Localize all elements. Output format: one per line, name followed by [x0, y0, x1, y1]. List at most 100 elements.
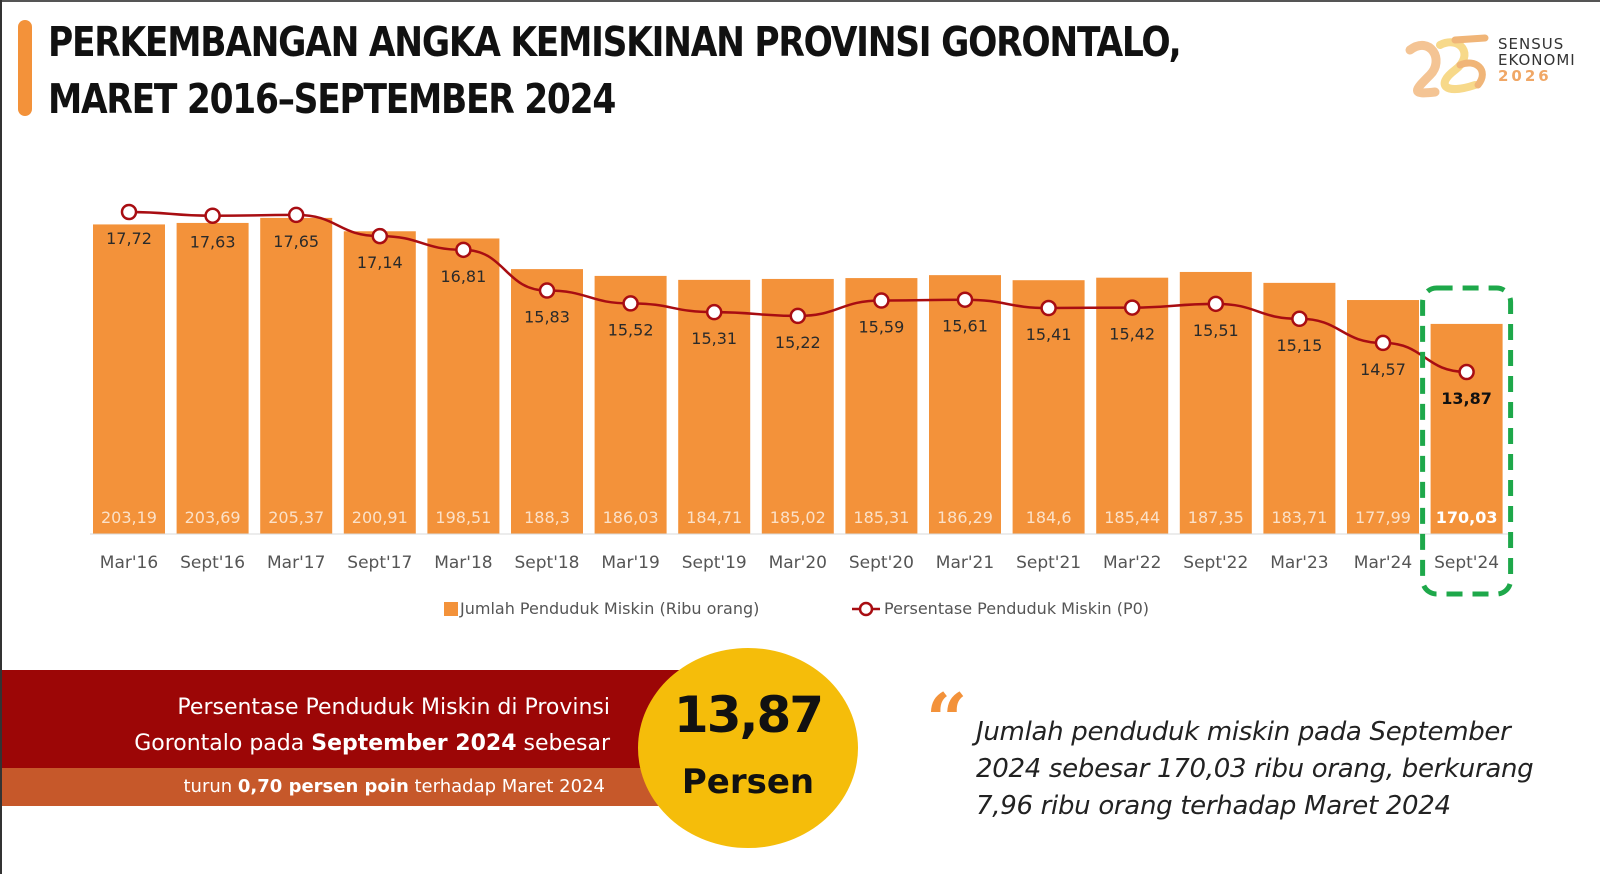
- bar-value-label: 184,71: [686, 508, 742, 527]
- line-marker: [455, 241, 472, 259]
- line-marker: [538, 282, 556, 299]
- line-value-label: 15,41: [1026, 325, 1072, 344]
- bar-11: [1012, 280, 1085, 534]
- x-tick-label: Mar'21: [936, 553, 994, 573]
- x-tick-label: Mar'17: [267, 553, 325, 573]
- bar-2: [260, 217, 333, 534]
- line-value-label: 15,61: [942, 317, 988, 336]
- page-title: PERKEMBANGAN ANGKA KEMISKINAN PROVINSI G…: [48, 14, 1182, 128]
- logo-line-1: SENSUS: [1498, 35, 1565, 53]
- x-tick-label: Sept'16: [180, 553, 245, 573]
- x-tick-label: Sept'20: [849, 553, 914, 573]
- frame-left-border: [0, 0, 2, 874]
- logo-text: SENSUS EKONOMI 2026: [1498, 36, 1576, 84]
- highlight-box: [1420, 285, 1514, 597]
- bar-value-label: 170,03: [1436, 508, 1498, 527]
- summary-line-2-bold: September 2024: [311, 731, 517, 756]
- bar-6: [594, 275, 667, 534]
- bar-value-label: 187,35: [1188, 508, 1244, 527]
- line-value-label: 15,59: [858, 318, 904, 337]
- logo-year: 2026: [1498, 67, 1552, 85]
- line-value-label: 15,42: [1109, 325, 1155, 344]
- summary-line-2-pre: Gorontalo pada: [134, 731, 312, 756]
- bar-value-label: 200,91: [352, 508, 408, 527]
- bar-value-label: 203,19: [101, 508, 157, 527]
- summary-banner: [2, 670, 702, 768]
- bar-series: 203,19 203,69 205,37 200,91 198,51 188,3 186,0…: [93, 217, 1503, 534]
- title-line-2: MARET 2016–SEPTEMBER 2024: [48, 75, 616, 123]
- poverty-chart: 203,19 203,69 205,37 200,91 198,51 188,3 186,0…: [90, 203, 1514, 618]
- x-axis-labels: Mar'16 Sept'16 Mar'17 Sept'17 Mar'18 Sept'18 M…: [100, 553, 1499, 573]
- x-tick-label: Mar'22: [1103, 553, 1161, 573]
- legend: Jumlah Penduduk Miskin (Ribu orang) Pers…: [444, 599, 1149, 618]
- bar-13: [1179, 271, 1252, 534]
- bar-value-label: 203,69: [185, 508, 241, 527]
- title-accent-bar: [18, 20, 32, 116]
- line-marker: [120, 203, 138, 221]
- x-tick-label: Mar'16: [100, 553, 158, 573]
- line-value-label: 15,22: [775, 333, 821, 352]
- title-line-1: PERKEMBANGAN ANGKA KEMISKINAN PROVINSI G…: [48, 18, 1182, 66]
- summary-text: Persentase Penduduk Miskin di Provinsi G…: [40, 690, 610, 762]
- frame-top-border: [0, 0, 1600, 2]
- bar-7: [678, 279, 751, 534]
- line-marker: [789, 307, 807, 325]
- bar-0: [93, 224, 165, 534]
- line-marker: [204, 207, 221, 224]
- line-value-label: 16,81: [440, 267, 486, 286]
- bar-value-label: 186,03: [603, 508, 659, 527]
- line-value-label: 17,72: [106, 229, 152, 248]
- change-bold: 0,70 persen poin: [237, 776, 409, 797]
- line-value-label: 17,14: [357, 253, 403, 272]
- bar-value-label: 177,99: [1355, 508, 1411, 527]
- highlight-unit: Persen: [681, 762, 815, 802]
- line-value-label: 15,15: [1276, 336, 1322, 355]
- line-value-label: 15,51: [1193, 321, 1239, 340]
- bar-value-label: 184,6: [1026, 508, 1072, 527]
- line-marker: [1291, 310, 1308, 328]
- highlight-value: 13,87: [673, 686, 824, 744]
- line-marker: [1123, 299, 1141, 316]
- ribbon-logo-icon: [1405, 34, 1489, 98]
- line-value-label: 17,63: [190, 233, 236, 252]
- line-value-label: 15,31: [691, 329, 737, 348]
- bar-value-label: 188,3: [524, 508, 570, 527]
- x-tick-label: Mar'24: [1354, 553, 1412, 573]
- summary-change-text: turun 0,70 persen poin terhadap Maret 20…: [40, 773, 605, 801]
- change-pre: turun: [183, 776, 238, 797]
- x-tick-label: Sept'24: [1434, 553, 1499, 573]
- x-tick-label: Sept'19: [682, 553, 747, 573]
- bar-value-label: 185,02: [770, 508, 826, 527]
- x-tick-label: Mar'23: [1270, 553, 1328, 573]
- bar-10: [929, 275, 1001, 534]
- summary-sub-banner: [2, 768, 702, 806]
- line-value-label: 15,83: [524, 308, 570, 327]
- legend-label-bar: Jumlah Penduduk Miskin (Ribu orang): [459, 599, 759, 618]
- value-circle: [638, 648, 858, 848]
- line-marker: [1458, 363, 1475, 381]
- line-marker: [705, 303, 723, 321]
- x-tick-label: Mar'19: [601, 553, 659, 573]
- bar-5: [511, 269, 583, 534]
- bar-value-label: 185,44: [1104, 508, 1160, 527]
- summary-line-1: Persentase Penduduk Miskin di Provinsi: [177, 695, 610, 720]
- x-tick-label: Mar'20: [769, 553, 827, 573]
- summary-line-2-post: sebesar: [516, 731, 611, 756]
- bar-3: [343, 231, 416, 534]
- bar-16: [1430, 323, 1503, 534]
- line-value-label: 17,65: [273, 232, 319, 251]
- x-tick-label: Sept'22: [1183, 553, 1248, 573]
- legend-label-line: Persentase Penduduk Miskin (P0): [884, 599, 1149, 618]
- bar-value-label: 198,51: [435, 508, 491, 527]
- line-value-label: 14,57: [1360, 360, 1406, 379]
- bar-value-label: 183,71: [1271, 508, 1327, 527]
- logo-line-2: EKONOMI: [1498, 51, 1576, 69]
- line-series: 17,72 17,63 17,65 17,14 16,81 15,83 15,52 15,31…: [106, 203, 1492, 408]
- x-tick-label: Mar'18: [434, 553, 492, 573]
- x-tick-label: Sept'21: [1016, 553, 1081, 573]
- bar-12: [1096, 277, 1169, 534]
- quote-text: Jumlah penduduk miskin pada September 20…: [976, 717, 1534, 821]
- line-marker: [1374, 334, 1392, 352]
- quote-icon: “: [926, 677, 968, 762]
- line-marker: [287, 206, 305, 224]
